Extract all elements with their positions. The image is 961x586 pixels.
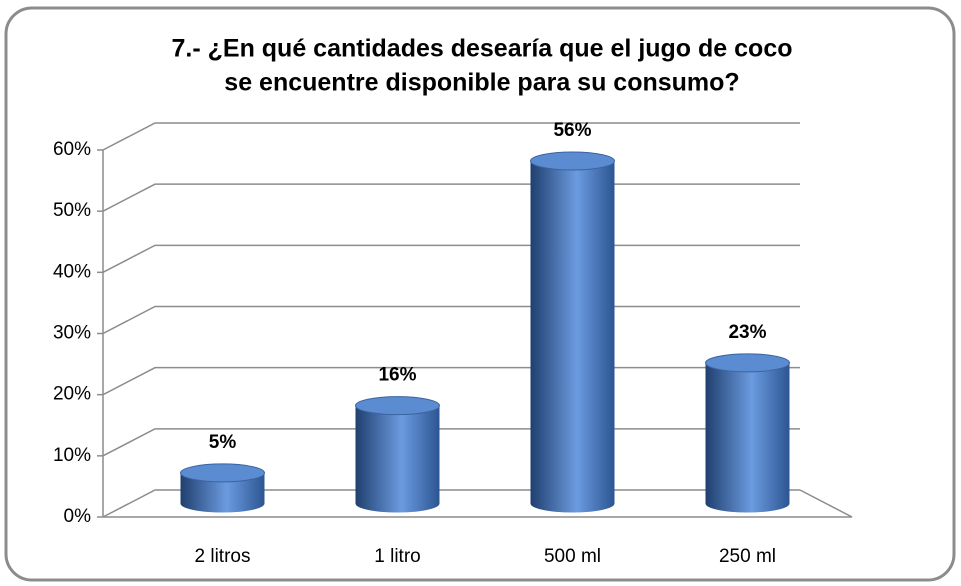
chart-title: se encuentre disponible para su consumo? <box>224 69 739 97</box>
bar-top <box>355 396 440 416</box>
x-tick-label: 250 ml <box>719 546 776 567</box>
floor <box>103 489 853 518</box>
value-label: 16% <box>378 365 416 386</box>
y-tick-label: 0% <box>64 506 92 527</box>
y-tick-label: 20% <box>53 384 91 405</box>
x-tick-label: 1 litro <box>374 546 420 567</box>
bar-top <box>705 353 790 373</box>
y-tick-label: 40% <box>53 261 91 282</box>
bar-top <box>180 463 265 483</box>
bar <box>705 362 790 504</box>
value-label: 56% <box>553 120 591 141</box>
bar <box>530 160 615 504</box>
bar-top <box>530 151 615 171</box>
chart-title: 7.- ¿En qué cantidades desearía que el j… <box>172 35 793 63</box>
value-label: 23% <box>728 322 766 343</box>
bar <box>355 405 440 504</box>
y-tick-label: 50% <box>53 200 91 221</box>
y-tick-label: 10% <box>53 445 91 466</box>
y-tick-label: 30% <box>53 323 91 344</box>
x-tick-label: 2 litros <box>195 546 251 567</box>
y-tick-label: 60% <box>53 139 91 160</box>
x-tick-label: 500 ml <box>544 546 601 567</box>
value-label: 5% <box>209 432 237 453</box>
grid-line <box>102 122 800 151</box>
